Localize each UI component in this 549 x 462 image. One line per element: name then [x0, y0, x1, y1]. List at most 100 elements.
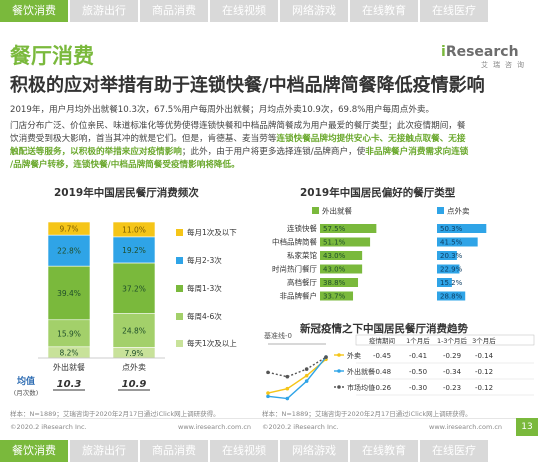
bar-value-label: 20.3%	[440, 252, 463, 260]
trend-point	[266, 391, 270, 395]
tab-dining-bottom[interactable]: 餐饮消费	[0, 440, 68, 462]
mean-value: 10.9	[122, 379, 147, 390]
tab-video[interactable]: 在线视频	[210, 0, 278, 22]
bar-dine-out	[320, 291, 354, 301]
bar-value-label: 38.8%	[323, 279, 346, 287]
bar-value-label: 41.5%	[440, 239, 463, 247]
bar-value-label: 37.2%	[122, 284, 146, 293]
tab-education-bottom[interactable]: 在线教育	[350, 440, 418, 462]
table-column-header: 1个月后	[406, 336, 430, 345]
right-url[interactable]: www.iresearch.com.cn	[429, 423, 503, 431]
left-sample-note: 样本：N=1889；艾瑞咨询于2020年2月17日通过iClick网上调研获得。	[10, 410, 220, 418]
tab-medical-bottom[interactable]: 在线医疗	[420, 440, 488, 462]
bottom-nav-tabs: 餐饮消费 旅游出行 商品消费 在线视频 网络游戏 在线教育 在线医疗	[0, 440, 549, 462]
legend-label: 每周4-6次	[187, 311, 222, 321]
bar-segment	[112, 262, 156, 314]
left-copyright: ©2020.2 iResearch Inc.	[10, 423, 87, 431]
table-cell: -0.50	[409, 368, 427, 376]
bar-dine-out	[320, 237, 371, 247]
table-column-header: 3个月后	[472, 336, 496, 345]
trend-point	[324, 355, 328, 359]
bar-value-label: 22.9%	[440, 266, 463, 274]
bar-segment	[112, 313, 156, 348]
legend-swatch	[176, 313, 183, 320]
bar-value-label: 15.9%	[57, 329, 81, 338]
tab-travel[interactable]: 旅游出行	[70, 0, 138, 22]
table-cell: -0.12	[475, 368, 493, 376]
paragraph-line-4: 触配送等服务，以积极的举措来应对疫情影响；此外，由于用户将更多选择连锁/品牌商户…	[10, 147, 469, 157]
bar-value-label: 33.7%	[323, 293, 346, 301]
table-cell: -0.12	[475, 384, 493, 392]
legend-swatch	[176, 285, 183, 292]
table-legend-dot	[337, 369, 341, 373]
tab-goods-bottom[interactable]: 商品消费	[140, 440, 208, 462]
bar-value-label: 24.8%	[122, 327, 146, 336]
paragraph-line-2: 门店分布广泛、价位亲民、味道标准化等优势使得连锁快餐和中档品牌简餐成为用户最爱的…	[10, 121, 466, 131]
table-cell: -0.29	[443, 352, 461, 360]
paragraph-line-3: 饮消费受到极大影响，首当其冲的就是它们。但是，肯德基、麦当劳等连锁快餐品牌均提供…	[10, 134, 466, 144]
bar-value-label: 50.3%	[440, 225, 463, 233]
mean-label: 均值	[17, 375, 35, 387]
iresearch-logo: iResearch 艾瑞咨询	[441, 44, 541, 74]
tab-dining[interactable]: 餐饮消费	[0, 0, 68, 22]
bar-value-label: 28.8%	[440, 293, 463, 301]
paragraph-line-1: 2019年，用户月均外出就餐10.3次，67.5%用户每周外出就餐；月均点外卖1…	[10, 105, 435, 115]
legend-label: 每月1次及以下	[187, 227, 237, 237]
bar-takeout	[437, 251, 457, 260]
tab-travel-bottom[interactable]: 旅游出行	[70, 440, 138, 462]
category-label: 非品牌餐户	[280, 291, 318, 301]
footer-divider	[10, 418, 538, 419]
category-label: 中档品牌简餐	[272, 237, 317, 247]
table-row-label: 市场均值	[347, 383, 375, 392]
right-sample-note: 样本：N=1889；艾瑞咨询于2020年2月17日通过iClick网上调研获得。	[262, 410, 472, 418]
tab-games[interactable]: 网络游戏	[280, 0, 348, 22]
trend-point	[304, 367, 309, 371]
tab-goods[interactable]: 商品消费	[140, 0, 208, 22]
table-legend-dot	[337, 385, 341, 389]
bar-takeout	[437, 291, 466, 301]
legend-label: 外出就餐	[322, 206, 352, 216]
table-header-bg	[355, 334, 535, 346]
tab-games-bottom[interactable]: 网络游戏	[280, 440, 348, 462]
legend-label: 每月2-3次	[187, 255, 222, 265]
legend-label: 每周1-3次	[187, 283, 222, 293]
category-label: 点外卖	[122, 362, 146, 372]
left-url[interactable]: www.iresearch.com.cn	[178, 423, 252, 431]
logo-subtitle: 艾瑞咨询	[481, 61, 529, 69]
bar-value-label: 7.9%	[124, 349, 143, 358]
legend-swatch	[176, 257, 183, 264]
table-cell: -0.41	[409, 352, 427, 360]
bar-value-label: 9.7%	[59, 225, 78, 234]
legend-label: 点外卖	[447, 206, 470, 216]
tab-education[interactable]: 在线教育	[350, 0, 418, 22]
right-copyright: ©2020.2 iResearch Inc.	[262, 423, 339, 431]
chart-title-frequency: 2019年中国居民餐厅消费频次	[54, 187, 199, 199]
mean-sublabel: (月次数)	[14, 388, 39, 397]
table-cell: -0.14	[475, 352, 494, 360]
tab-video-bottom[interactable]: 在线视频	[210, 440, 278, 462]
bar-value-label: 11.0%	[122, 225, 146, 234]
bar-dine-out	[320, 278, 359, 287]
table-column-header: 疫情期间	[369, 336, 395, 345]
table-cell: -0.48	[373, 368, 391, 376]
bar-value-label: 8.2%	[59, 348, 78, 357]
table-row-label: 外卖	[347, 351, 361, 360]
bar-takeout	[437, 237, 478, 247]
category-label: 高档餐厅	[287, 277, 317, 287]
table-cell: -0.34	[443, 368, 462, 376]
bar-value-label: 19.2%	[122, 246, 146, 255]
table-cell: -0.26	[373, 384, 392, 392]
table-row-label: 外出就餐	[347, 367, 375, 376]
trend-point	[285, 386, 290, 391]
bar-segment	[47, 265, 91, 321]
legend-swatch	[176, 340, 183, 347]
trend-point	[266, 370, 270, 375]
table-legend-dot	[337, 353, 341, 357]
bar-dine-out	[320, 224, 377, 233]
legend-swatch	[176, 229, 183, 236]
bar-segment	[112, 236, 156, 264]
tab-medical[interactable]: 在线医疗	[420, 0, 488, 22]
legend-swatch	[312, 207, 319, 214]
frequency-stacked-bar-chart: 9.7% 22.8% 39.4% 15.9% 8.2% 外出就餐 10.3 11.0% 19.2…	[14, 221, 237, 397]
